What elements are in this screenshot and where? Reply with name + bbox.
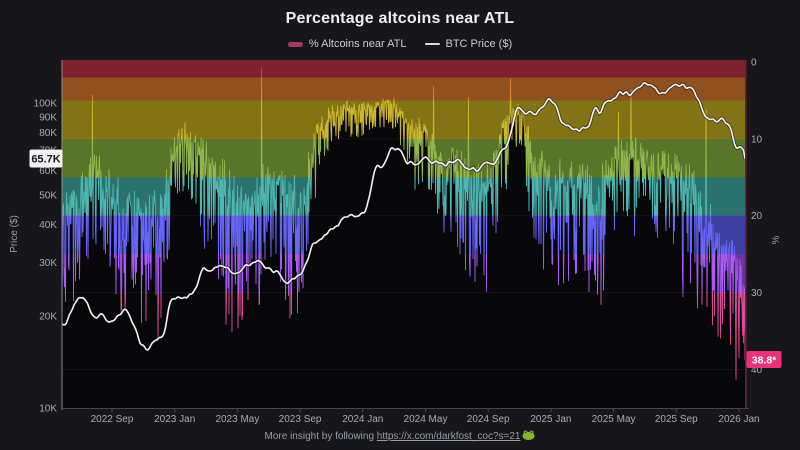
legend-item-btc[interactable]: BTC Price ($) xyxy=(424,38,513,50)
price-axis: 100K90K80K70K60K50K40K30K20K10K xyxy=(34,99,58,415)
altcoins-area-series xyxy=(62,60,745,380)
pct-tick-label: 20 xyxy=(751,211,763,222)
footer-link[interactable]: https://x.com/darkfost_coc?s=21 xyxy=(376,431,521,442)
price-tick-label: 90K xyxy=(39,112,57,123)
price-tick-label: 10K xyxy=(39,404,57,415)
x-tick-label: 2024 Jan xyxy=(342,414,383,425)
x-tick-label: 2022 Sep xyxy=(91,414,134,425)
svg-text:65.7K: 65.7K xyxy=(31,154,60,166)
price-tick-label: 50K xyxy=(39,190,57,201)
legend-item-altcoins[interactable]: % Altcoins near ATL xyxy=(287,38,407,50)
price-tick-label: 40K xyxy=(39,220,57,231)
x-tick-label: 2023 Jan xyxy=(154,414,195,425)
altcoins-line-series xyxy=(62,67,745,380)
x-tick-label: 2025 Sep xyxy=(655,414,698,425)
pct-tick-label: 10 xyxy=(751,134,763,145)
btc-price-line xyxy=(62,82,745,351)
gridlines xyxy=(62,138,745,370)
legend-btc-label: BTC Price ($) xyxy=(445,38,513,50)
x-tick-label: 2025 May xyxy=(592,414,636,425)
price-tick-label: 60K xyxy=(39,166,57,177)
legend: % Altcoins near ATL BTC Price ($) xyxy=(0,38,800,50)
altcoin-current-pct-badge: 38.8* xyxy=(746,351,782,368)
btc-current-price-badge: 65.7K xyxy=(29,149,63,168)
pct-axis-title: % xyxy=(771,235,782,244)
axis-titles: Price ($)% xyxy=(9,215,782,253)
frog-icon xyxy=(522,430,535,440)
x-tick-label: 2023 Sep xyxy=(279,414,322,425)
price-tick-label: 80K xyxy=(39,128,57,139)
x-tick-label: 2026 Jan xyxy=(718,414,759,425)
pct-tick-label: 40 xyxy=(751,365,763,376)
footer: More insight by following https://x.com/… xyxy=(0,430,800,442)
price-axis-title: Price ($) xyxy=(9,215,20,253)
x-tick-label: 2024 Sep xyxy=(467,414,510,425)
svg-text:38.8*: 38.8* xyxy=(752,355,777,367)
pct-axis: 0 10 20 30 40 xyxy=(751,58,763,376)
x-tick-label: 2023 May xyxy=(215,414,259,425)
pct-tick-label: 30 xyxy=(751,288,763,299)
price-tick-label: 100K xyxy=(34,99,58,110)
x-axis: 2022 Sep 2023 Jan 2023 May 2023 Sep 2024 Jan… xyxy=(91,409,760,425)
footer-text: More insight by following xyxy=(264,431,377,442)
pct-tick-label: 0 xyxy=(751,58,757,69)
price-tick-label: 20K xyxy=(39,312,57,323)
altcoins-swatch-icon xyxy=(287,41,303,47)
page-title: Percentage altcoins near ATL xyxy=(285,10,515,27)
x-tick-label: 2024 May xyxy=(404,414,448,425)
x-tick-label: 2025 Jan xyxy=(530,414,571,425)
btc-line-swatch-icon xyxy=(424,43,440,45)
price-tick-label: 30K xyxy=(39,258,57,269)
legend-altcoins-label: % Altcoins near ATL xyxy=(308,38,407,50)
